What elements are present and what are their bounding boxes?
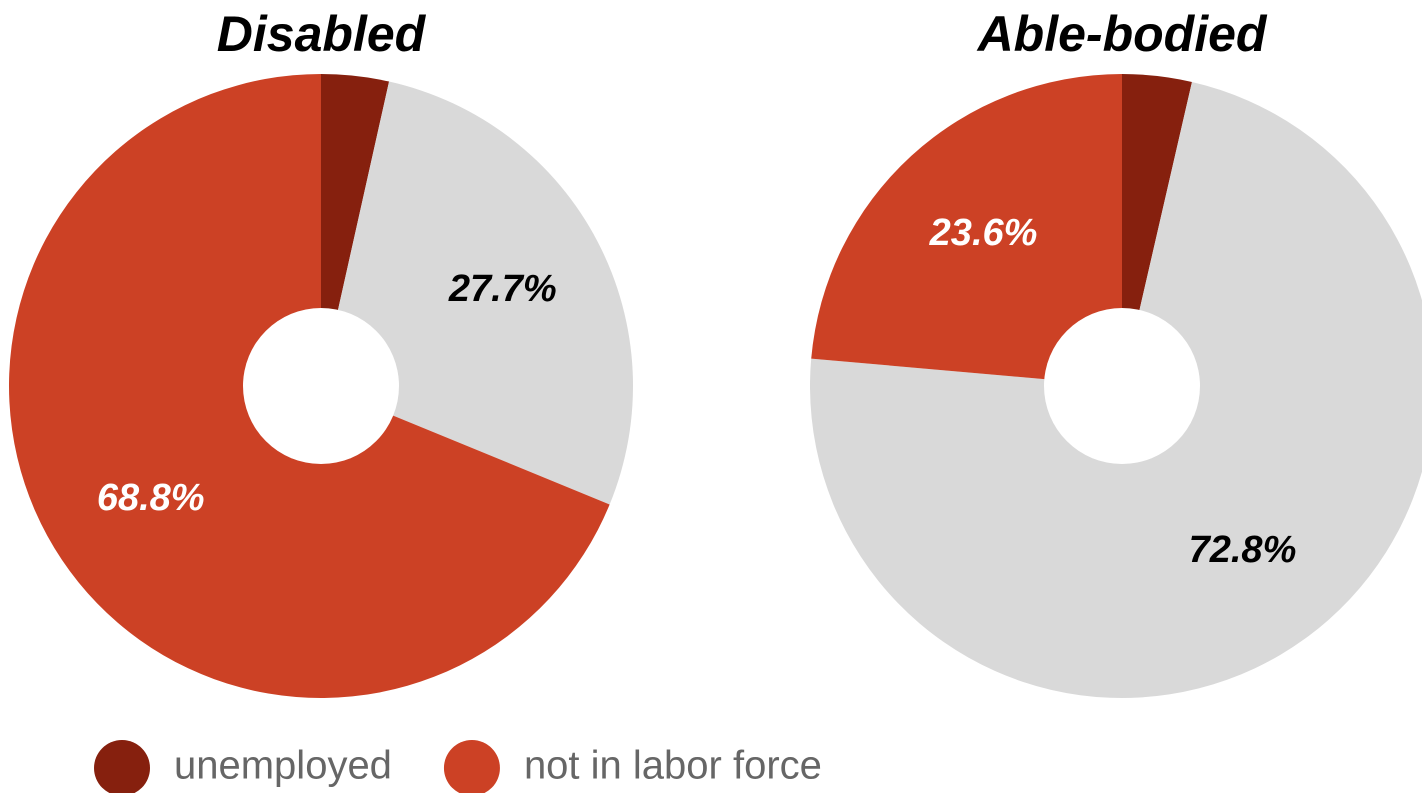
legend-label: not in labor force: [524, 744, 822, 788]
legend-label: unemployed: [174, 744, 392, 788]
pie-slice: [321, 81, 634, 505]
pie-slice: [811, 74, 1122, 386]
value-label: 23.6%: [929, 212, 1038, 254]
legend-swatch: [94, 740, 150, 793]
donut-hole: [1044, 308, 1200, 464]
pie-slice: [1122, 74, 1192, 386]
pie-slice: [321, 74, 390, 386]
chart-title: Able-bodied: [976, 6, 1268, 62]
legend-swatch: [443, 740, 500, 793]
donut-hole: [243, 308, 399, 464]
value-label: 72.8%: [1189, 529, 1297, 571]
chart-title: Disabled: [217, 6, 427, 62]
value-label: 27.7%: [448, 268, 557, 310]
value-label: 68.8%: [97, 477, 205, 519]
